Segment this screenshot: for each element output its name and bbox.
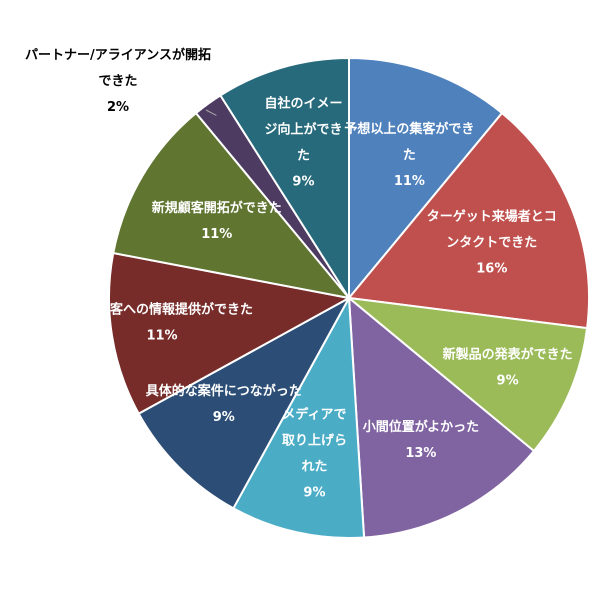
slice-name-label: 新製品の発表ができた: [443, 347, 573, 363]
slice-label: 新製品の発表ができた 9%: [443, 347, 573, 389]
slice-name-label: パートナー/アライアンスが開拓: [25, 47, 211, 63]
pie-slice: [345, 296, 589, 453]
pie-slice: [219, 56, 350, 302]
slice-label: 既存顧客への情報提供ができた 11%: [71, 301, 253, 343]
slice-value-label: 9%: [292, 174, 314, 189]
slice-name-label: 既存顧客への情報提供ができた: [71, 301, 253, 317]
slice-label: 予想以上の集客ができた 11%: [344, 121, 474, 189]
pie-slice: [347, 295, 536, 539]
slice-value-label: 9%: [213, 410, 235, 425]
slice-value-label: 11%: [201, 227, 232, 242]
slice-value-label: 9%: [497, 374, 519, 389]
slice-value-label: 11%: [394, 174, 425, 189]
slice-name-label: た: [403, 148, 416, 163]
slice-name-label: できた: [98, 74, 137, 89]
slice-value-label: 2%: [107, 100, 129, 115]
slice-value-label: 11%: [146, 328, 177, 343]
slice-name-label: 新規顧客開拓ができた: [152, 200, 282, 216]
leader-lines: [205, 109, 217, 116]
pie-slice: [347, 111, 590, 330]
slice-label: 小間位置がよかった 13%: [363, 419, 479, 461]
slice-labels: 予想以上の集客ができた 11%ターゲット来場者とコンタクトできた 16%新製品の発表…: [25, 47, 573, 501]
slice-value-label: 16%: [476, 261, 507, 276]
pie-slice: [232, 294, 366, 539]
slice-name-label: 具体的な案件につながった: [146, 383, 302, 399]
slice-label: ターゲット来場者とコンタクトできた 16%: [427, 208, 557, 276]
slice-label: 新規顧客開拓ができた 11%: [152, 200, 282, 242]
slice-label: 自社のイメージ向上ができた 9%: [264, 95, 342, 189]
pie-slice: [112, 111, 352, 300]
slice-value-label: 13%: [405, 446, 436, 461]
leader-line: [205, 109, 217, 116]
slice-name-label: 予想以上の集客ができ: [344, 121, 474, 137]
slice-name-label: ンタクトできた: [446, 235, 537, 250]
slice-label: パートナー/アライアンスが開拓できた 2%: [25, 47, 211, 115]
slice-name-label: メディアで: [282, 407, 346, 423]
slice-name-label: 自社のイメー: [264, 95, 342, 111]
slice-label: メディアで取り上げられた 9%: [282, 407, 347, 501]
slice-name-label: れた: [301, 460, 327, 475]
pie-slice: [137, 295, 352, 510]
slice-name-label: ターゲット来場者とコ: [427, 208, 557, 224]
slice-name-label: た: [297, 148, 310, 163]
slice-name-label: ジ向上ができ: [264, 121, 342, 137]
pie-slices: [108, 56, 590, 539]
slice-label: 具体的な案件につながった 9%: [146, 383, 302, 425]
slice-value-label: 9%: [303, 486, 325, 501]
pie-slice: [108, 251, 352, 415]
slice-name-label: 小間位置がよかった: [363, 419, 479, 435]
slice-name-label: 取り上げら: [282, 433, 347, 449]
pie-slice: [348, 56, 504, 301]
